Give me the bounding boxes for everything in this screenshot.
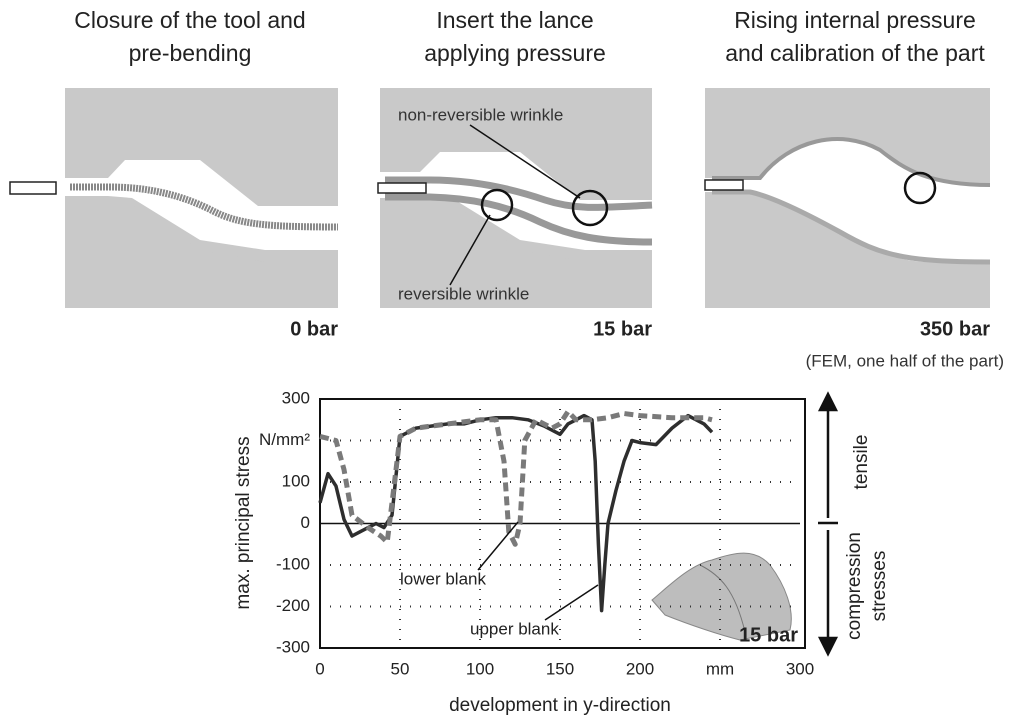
- y-tick-label: -200: [276, 596, 310, 615]
- side-label: stresses: [869, 551, 890, 622]
- series-label: lower blank: [400, 569, 486, 588]
- pressure-label: 350 bar: [920, 318, 990, 340]
- x-tick-label: 300: [786, 659, 814, 678]
- y-tick-label: N/mm²: [259, 430, 310, 449]
- y-tick-label: -100: [276, 554, 310, 573]
- x-tick-label: 150: [546, 659, 574, 678]
- x-tick-label: 100: [466, 659, 494, 678]
- pressure-label: 15 bar: [593, 318, 652, 340]
- y-tick-label: 0: [301, 513, 310, 532]
- x-axis-label: development in y-direction: [449, 695, 671, 716]
- figure: Closure of the tool and pre-bending Inse…: [0, 0, 1018, 720]
- note: (FEM, one half of the part): [806, 351, 1004, 370]
- x-tick-label: 0: [315, 659, 324, 678]
- side-label: tensile: [851, 435, 872, 490]
- tool-diagram: [10, 88, 338, 308]
- series-line: [320, 416, 712, 611]
- x-tick-label: 50: [391, 659, 410, 678]
- inset-label: 15 bar: [739, 624, 798, 646]
- wrinkle-label: reversible wrinkle: [398, 284, 529, 303]
- panel-title: Rising internal pressure: [734, 7, 976, 33]
- y-tick-label: 300: [282, 388, 310, 407]
- panel-title: Insert the lance: [436, 7, 593, 33]
- stress-arrows: [818, 394, 838, 654]
- side-label: compression: [844, 532, 865, 640]
- leader-line: [478, 522, 518, 570]
- series-label: upper blank: [470, 619, 559, 638]
- wrinkle-label: non-reversible wrinkle: [398, 105, 563, 124]
- y-axis-label: max. principal stress: [233, 436, 254, 609]
- panel-title: and calibration of the part: [725, 40, 985, 66]
- tool-diagram: [705, 88, 990, 308]
- panel-title: pre-bending: [129, 40, 252, 66]
- leader-line: [545, 585, 598, 620]
- pressure-label: 0 bar: [290, 318, 338, 340]
- x-tick-label: mm: [706, 659, 734, 678]
- x-tick-label: 200: [626, 659, 654, 678]
- panel-title: Closure of the tool and: [74, 7, 305, 33]
- y-tick-label: 100: [282, 471, 310, 490]
- y-tick-label: -300: [276, 637, 310, 656]
- panel-title: applying pressure: [424, 40, 606, 66]
